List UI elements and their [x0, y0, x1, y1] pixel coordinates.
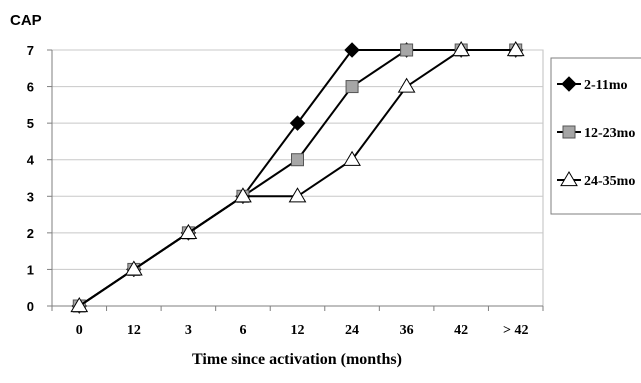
data-point: [289, 115, 306, 131]
y-tick-label: 4: [27, 153, 35, 168]
data-point: [288, 187, 307, 203]
y-tick-label: 1: [27, 262, 34, 277]
y-tick-label: 0: [27, 299, 34, 314]
x-axis-label: Time since activation (months): [192, 351, 402, 368]
data-point: [400, 43, 414, 57]
data-point: [124, 260, 143, 276]
data-point: [345, 80, 359, 94]
x-tick-label: 6: [239, 323, 246, 338]
data-point: [179, 223, 198, 239]
y-tick-label: 2: [27, 226, 34, 241]
legend-marker: [561, 76, 577, 92]
data-point: [234, 187, 252, 203]
x-tick-label: 12: [291, 323, 305, 338]
x-tick-label: 24: [345, 323, 359, 338]
x-tick-label: > 42: [503, 323, 528, 338]
plot-area: [51, 49, 544, 307]
data-point: [344, 42, 360, 58]
y-tick-label: 7: [27, 43, 34, 58]
x-tick-label: 3: [185, 323, 192, 338]
x-tick-label: 42: [454, 323, 468, 338]
x-tick-label: 12: [127, 323, 141, 338]
series-layer: [70, 41, 525, 314]
data-point: [506, 41, 525, 57]
data-point: [291, 153, 304, 167]
x-tick-label: 36: [400, 323, 414, 338]
legend-item: 12-23mo: [557, 125, 635, 141]
legend-label: 12-23mo: [584, 126, 635, 141]
legend: 2-11mo 12-23mo 24-35mo: [550, 57, 641, 215]
series-24-35mo: [70, 41, 525, 313]
legend-marker: [560, 171, 578, 187]
y-axis-label: CAP: [10, 12, 42, 29]
data-point: [70, 297, 89, 313]
legend-marker: [562, 125, 576, 139]
data-point: [343, 150, 361, 166]
legend-label: 2-11mo: [584, 78, 628, 93]
legend-label: 24-35mo: [584, 174, 635, 189]
y-tick-label: 3: [27, 189, 34, 204]
data-point: [397, 77, 416, 93]
y-tick-label: 5: [27, 116, 34, 131]
legend-item: 24-35mo: [557, 171, 635, 189]
data-point: [452, 41, 471, 57]
y-tick-label: 6: [27, 80, 34, 95]
legend-item: 2-11mo: [557, 76, 628, 93]
x-tick-label: 0: [76, 323, 83, 338]
